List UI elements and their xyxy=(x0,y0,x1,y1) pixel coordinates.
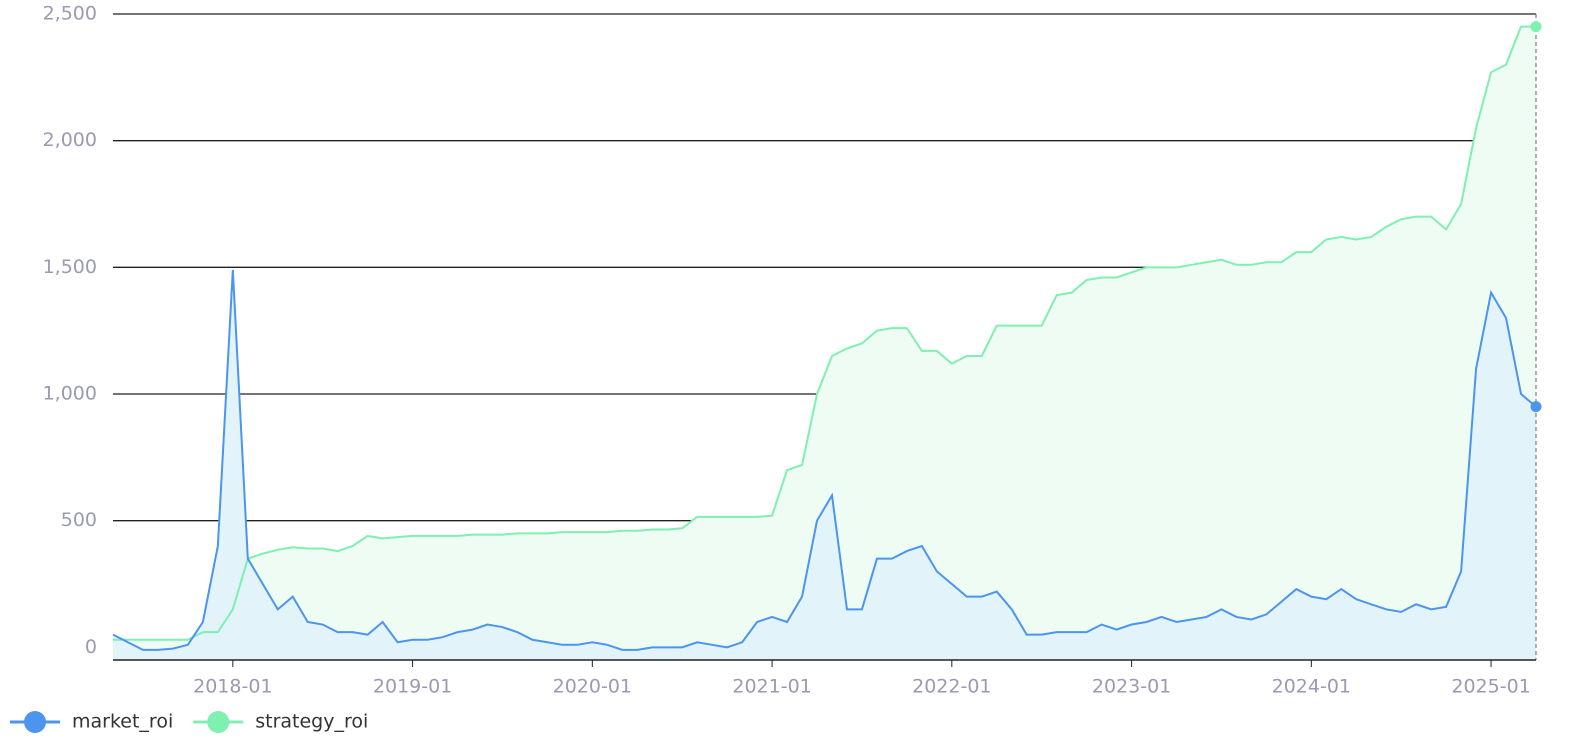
area xyxy=(113,26,1536,660)
end-point xyxy=(1530,21,1542,33)
line xyxy=(112,269,1537,651)
y-tick-label: 0 xyxy=(85,636,97,658)
y-tick-label: 2,500 xyxy=(43,3,97,25)
end-point xyxy=(1530,401,1542,413)
legend-label: strategy_roi xyxy=(255,711,368,733)
y-tick-label: 2,000 xyxy=(43,129,97,151)
legend-label: market_roi xyxy=(72,711,173,733)
area xyxy=(113,269,1536,660)
x-tick-label: 2022-01 xyxy=(912,676,991,698)
x-tick-label: 2025-01 xyxy=(1451,676,1530,698)
x-tick-label: 2019-01 xyxy=(373,676,452,698)
x-tick-label: 2023-01 xyxy=(1092,676,1171,698)
y-tick-label: 1,500 xyxy=(43,256,97,278)
legend-marker xyxy=(207,711,230,733)
line xyxy=(113,25,1536,641)
x-tick-label: 2018-01 xyxy=(193,676,272,698)
legend-marker xyxy=(24,711,46,733)
x-tick-label: 2020-01 xyxy=(553,676,632,698)
x-tick-label: 2024-01 xyxy=(1272,676,1351,698)
x-tick-label: 2021-01 xyxy=(732,676,811,698)
y-tick-label: 1,000 xyxy=(43,383,97,405)
y-tick-label: 500 xyxy=(61,509,97,531)
